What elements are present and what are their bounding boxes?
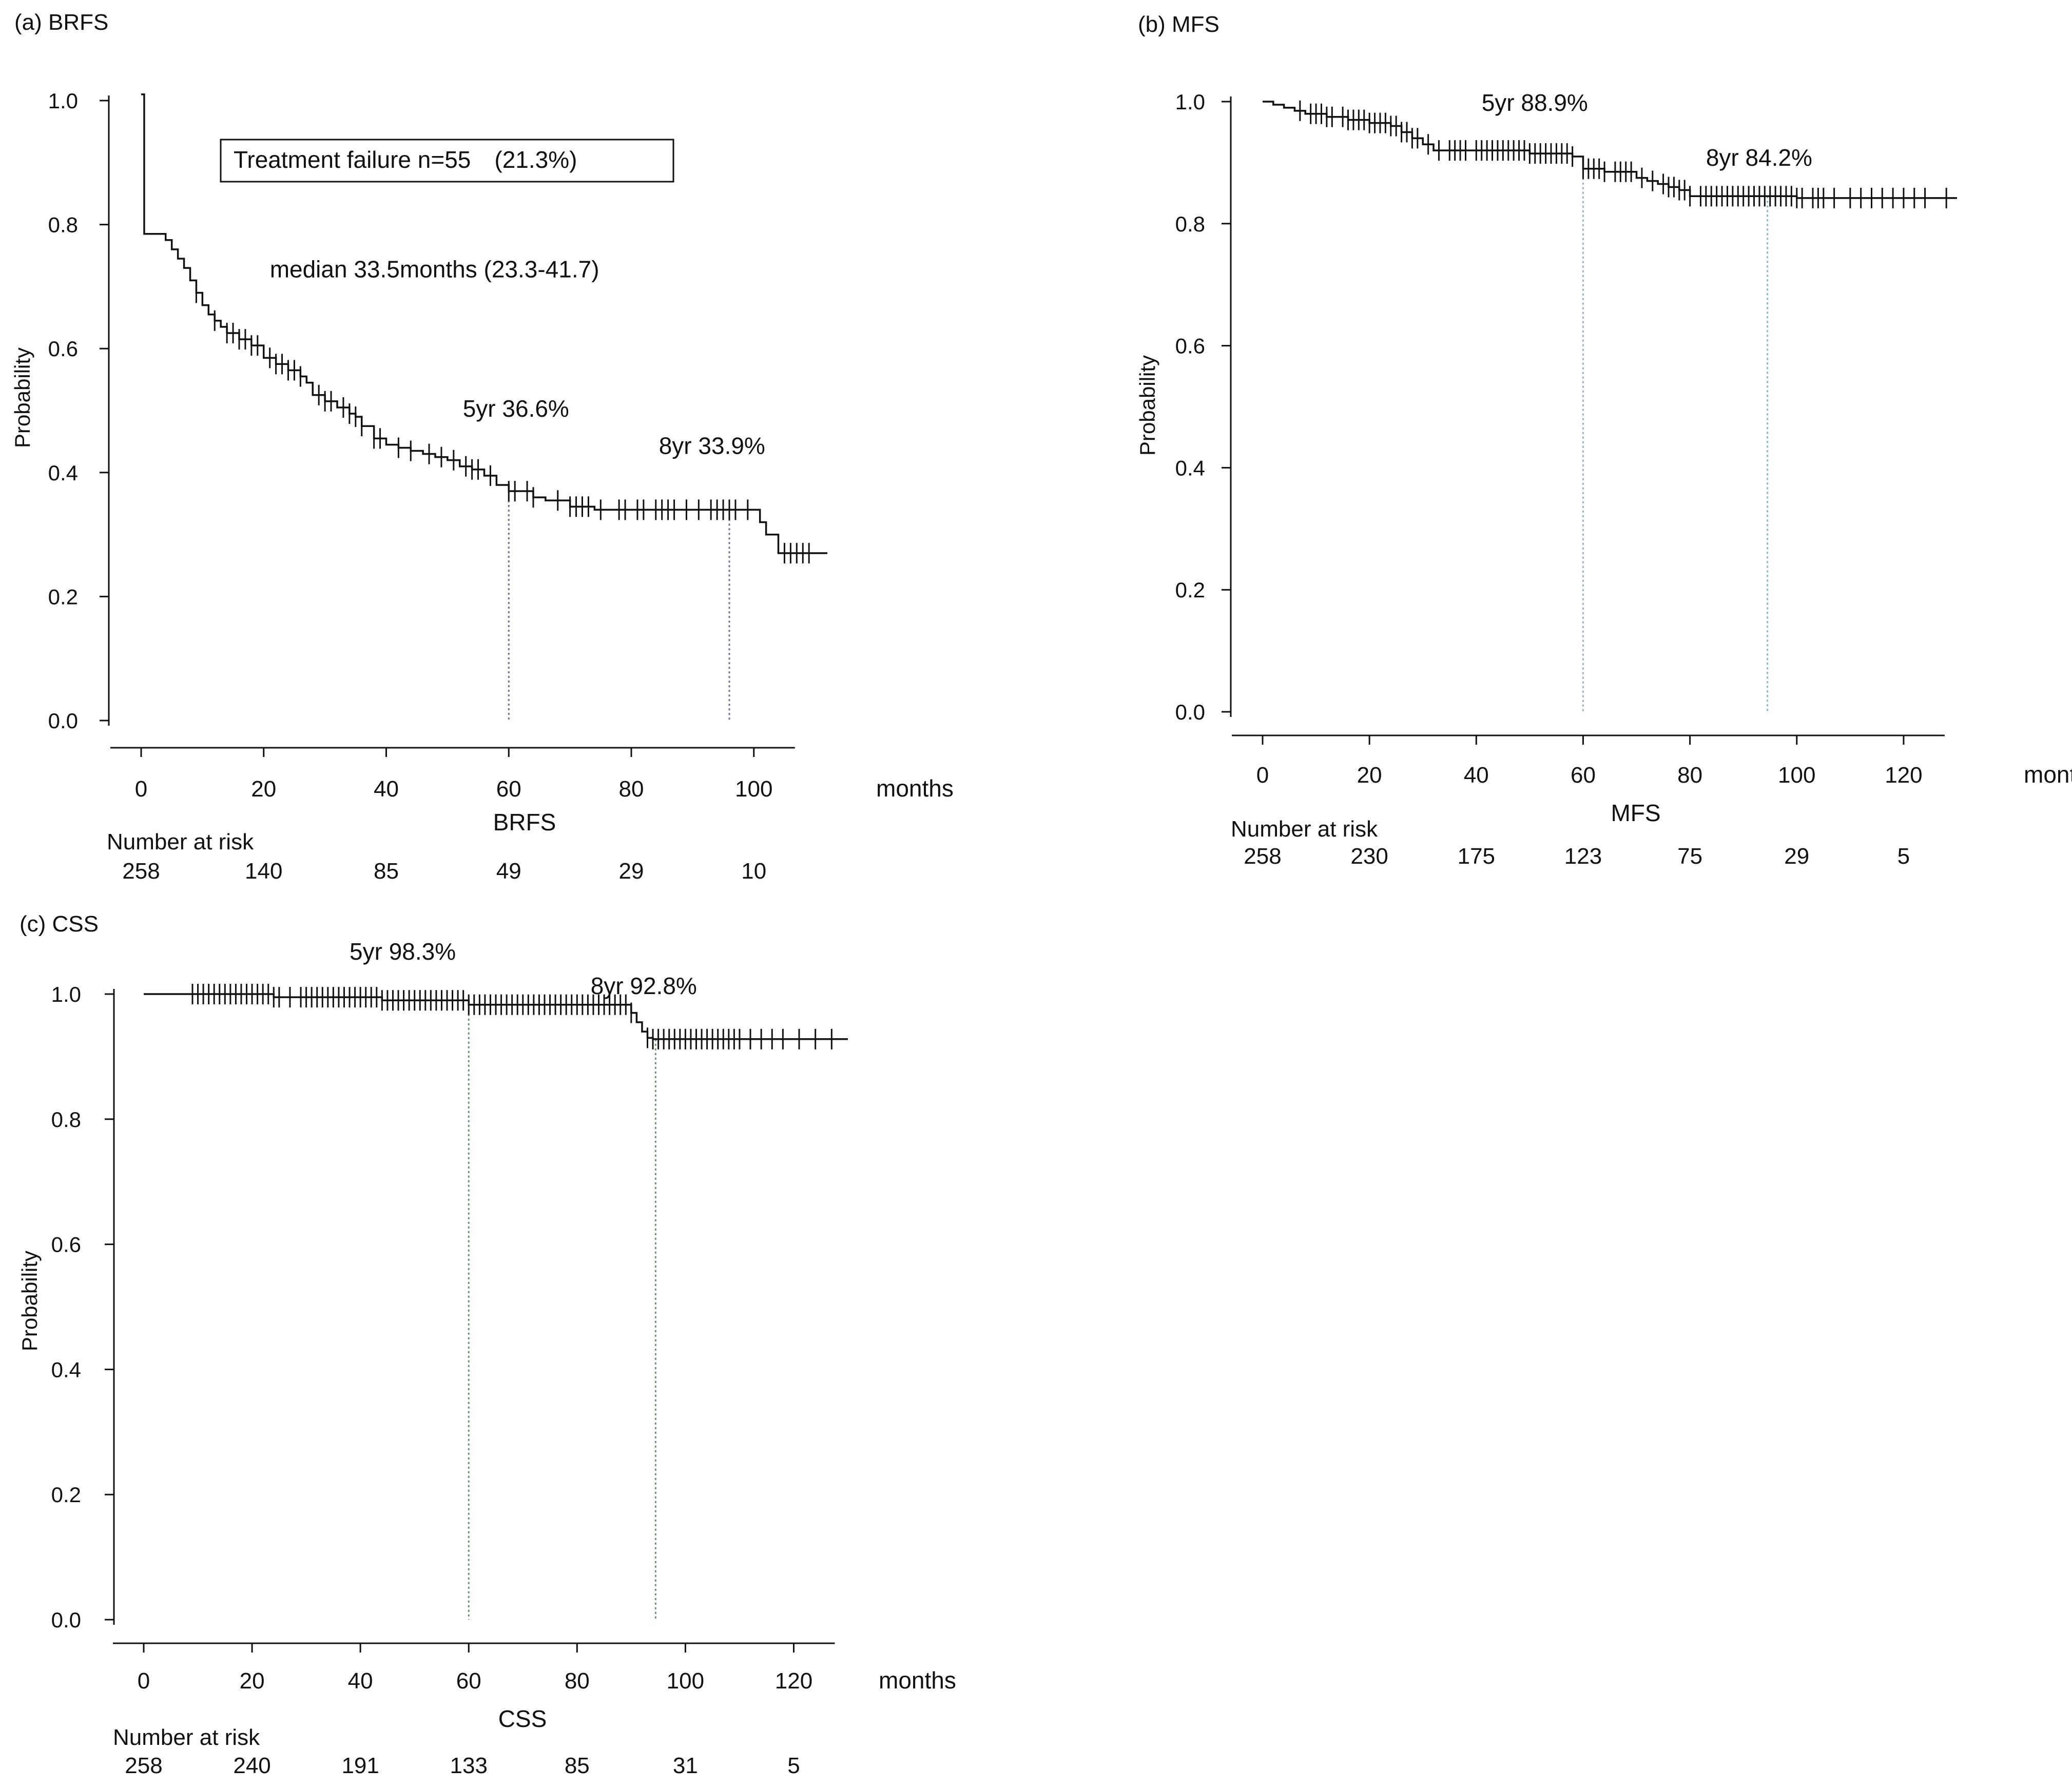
panel-c-risk-value: 133 [450, 1753, 488, 1778]
panel-a-risk-title: Number at risk [107, 829, 254, 854]
panel-b-risk-value: 258 [1244, 844, 1281, 869]
panel-b-risk-value: 230 [1350, 844, 1388, 869]
panel-a-risk-value: 258 [122, 859, 160, 884]
panel-c-risk-value: 85 [565, 1753, 590, 1778]
panel-c-risk-value: 191 [341, 1753, 379, 1778]
panel-b-annotation: 8yr 84.2% [1706, 144, 1812, 171]
panel-b-risk-value: 123 [1564, 844, 1602, 869]
panel-b-x-tick-label: 0 [1256, 763, 1269, 788]
panel-b-y-tick-label: 0.0 [1175, 700, 1205, 724]
panel-c-x-tick-label: 80 [565, 1668, 590, 1694]
panel-a-risk-value: 49 [496, 859, 521, 884]
panel-c-annotation: 5yr 98.3% [350, 938, 456, 965]
panel-b-x-tick-label: 100 [1778, 763, 1815, 788]
panel-b-months-label: months [2024, 761, 2072, 788]
panel-a-x-tick-label: 80 [619, 776, 644, 802]
panel-b-y-label: Probability [1135, 355, 1159, 456]
panel-a-y-label: Probability [10, 347, 34, 448]
panel-a-annotation: 8yr 33.9% [659, 433, 765, 459]
panel-a-months-label: months [876, 775, 954, 802]
panel-c-y-tick-label: 0.0 [51, 1608, 81, 1632]
panel-c-risk-value: 258 [125, 1753, 162, 1778]
panel-c-x-tick-label: 60 [456, 1668, 481, 1694]
panel-b-y-tick-label: 0.8 [1175, 212, 1205, 236]
panel-c-x-tick-label: 40 [348, 1668, 373, 1694]
panel-a-brfs: (a) BRFS Probability months BRFS Number … [10, 10, 954, 884]
panel-b-y-tick-label: 0.6 [1175, 334, 1205, 358]
panel-c-y-tick-label: 0.6 [51, 1233, 81, 1257]
panel-c-label: (c) CSS [20, 911, 99, 937]
panel-a-x-tick-label: 40 [374, 776, 399, 802]
panel-b-risk-value: 175 [1458, 844, 1495, 869]
panel-c-y-label: Probability [17, 1251, 42, 1351]
panel-a-risk-value: 85 [374, 859, 399, 884]
panel-b-x-tick-label: 40 [1464, 763, 1489, 788]
panel-a-label: (a) BRFS [14, 10, 108, 35]
panel-c-y-tick-label: 0.2 [51, 1483, 81, 1507]
panel-b-x-tick-label: 80 [1677, 763, 1702, 788]
panel-c-x-tick-label: 100 [667, 1668, 704, 1694]
panel-a-y-tick-label: 0.2 [48, 585, 78, 609]
panel-c-x-tick-label: 120 [775, 1668, 812, 1694]
panel-c-x-tick-label: 20 [240, 1668, 265, 1694]
panel-b-y-tick-label: 0.2 [1175, 578, 1205, 602]
panel-b-mfs: (b) MFS Probability months MFS Number at… [1135, 12, 2072, 869]
panel-c-y-tick-label: 0.8 [51, 1107, 81, 1132]
panel-a-y-tick-label: 0.0 [48, 709, 78, 733]
panel-c-risk-title: Number at risk [113, 1725, 260, 1750]
panel-a-y-tick-label: 0.4 [48, 461, 78, 485]
panel-c-risk-value: 240 [233, 1753, 270, 1778]
panel-a-x-tick-label: 100 [735, 776, 772, 802]
panel-c-risk-value: 5 [787, 1753, 800, 1778]
panel-c-months-label: months [879, 1667, 956, 1694]
panel-b-x-tick-label: 60 [1571, 763, 1596, 788]
panel-c-x-label: CSS [498, 1705, 547, 1732]
panel-c-x-tick-label: 0 [138, 1668, 150, 1694]
panel-b-x-tick-label: 120 [1885, 763, 1922, 788]
panel-a-risk-value: 10 [741, 859, 766, 884]
panel-a-x-tick-label: 0 [135, 776, 147, 802]
panel-b-y-tick-label: 0.4 [1175, 456, 1205, 480]
panel-b-annotation: 5yr 88.9% [1482, 89, 1588, 116]
panel-a-x-tick-label: 60 [496, 776, 521, 802]
panel-b-survival-curve [1263, 101, 1957, 199]
panel-a-x-tick-label: 20 [251, 776, 276, 802]
panel-b-x-tick-label: 20 [1357, 763, 1382, 788]
panel-a-y-tick-label: 1.0 [48, 89, 78, 113]
panel-a-annotation: 5yr 36.6% [463, 395, 569, 422]
panel-a-risk-value: 29 [619, 859, 644, 884]
panel-b-risk-value: 5 [1897, 844, 1910, 869]
panel-c-annotation: 8yr 92.8% [591, 973, 697, 999]
panel-a-risk-value: 140 [245, 859, 282, 884]
panel-c-y-tick-label: 0.4 [51, 1357, 81, 1382]
panel-b-y-tick-label: 1.0 [1175, 90, 1205, 114]
panel-a-treatment-failure-box [220, 139, 674, 183]
panel-b-label: (b) MFS [1138, 12, 1219, 37]
panel-c-risk-value: 31 [673, 1753, 698, 1778]
panel-b-risk-value: 29 [1784, 844, 1809, 869]
panel-a-x-label: BRFS [493, 809, 556, 835]
panel-c-css: (c) CSS Probability months CSS Number at… [17, 911, 956, 1778]
panel-a-treatment-failure-text: Treatment failure n=55 (21.3%) [234, 146, 577, 173]
panel-c-y-tick-label: 1.0 [51, 982, 81, 1006]
panel-b-x-label: MFS [1611, 800, 1660, 826]
panel-b-risk-title: Number at risk [1231, 817, 1378, 842]
panel-b-risk-value: 75 [1677, 844, 1702, 869]
panel-a-y-tick-label: 0.8 [48, 213, 78, 237]
panel-a-annotation: median 33.5months (23.3-41.7) [270, 256, 599, 282]
panel-a-y-tick-label: 0.6 [48, 337, 78, 361]
